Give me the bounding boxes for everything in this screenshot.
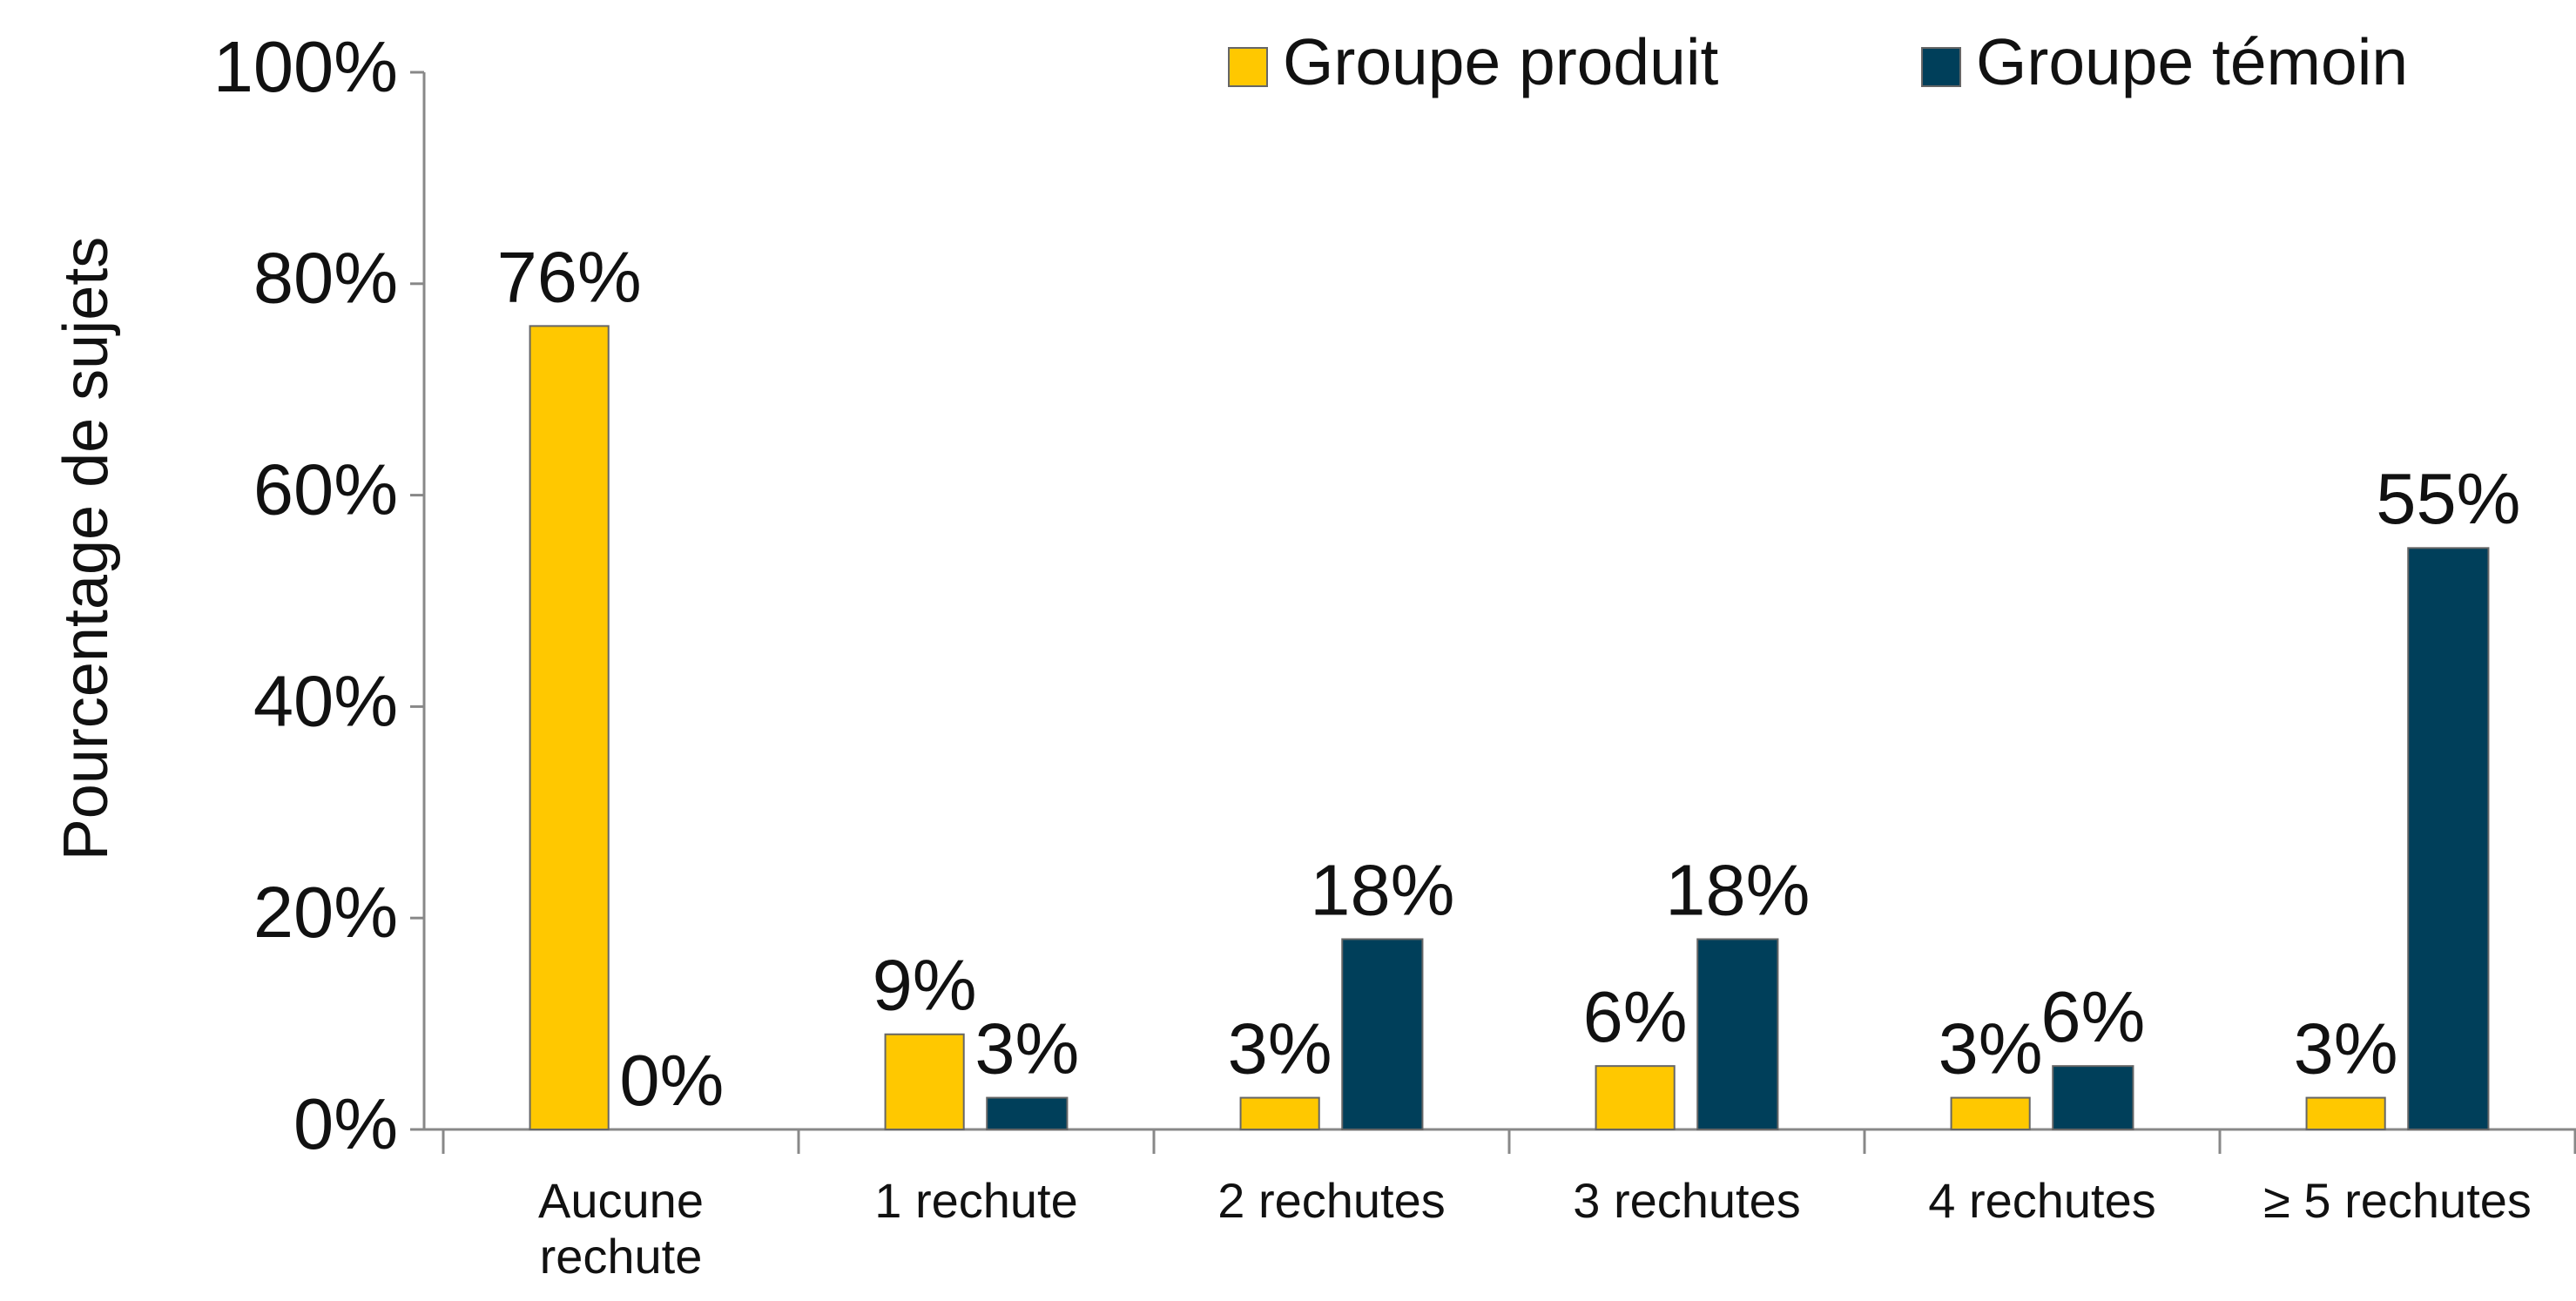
legend-swatch <box>1921 47 1961 87</box>
y-axis-label: Pourcentage de sujets <box>51 237 121 860</box>
y-tick-label: 40% <box>253 660 398 741</box>
bar <box>2407 547 2490 1130</box>
bar <box>1950 1096 2031 1130</box>
y-tick-label: 80% <box>253 238 398 319</box>
bar <box>1341 938 1424 1130</box>
legend-label: Groupe produit <box>1283 25 1718 98</box>
x-tick-label: 1 rechute <box>874 1173 1078 1228</box>
bar <box>2052 1065 2134 1131</box>
data-label: 3% <box>1939 1008 2043 1089</box>
data-label: 18% <box>1310 849 1454 930</box>
bar <box>1696 938 1779 1130</box>
data-label: 3% <box>1228 1008 1332 1089</box>
data-label: 18% <box>1665 849 1810 930</box>
bar <box>529 325 610 1130</box>
y-tick-label: 100% <box>213 26 398 107</box>
x-tick-label: 2 rechutes <box>1217 1173 1446 1228</box>
x-tick-label: Aucune rechute <box>538 1173 704 1284</box>
bar <box>884 1033 965 1130</box>
data-label: 55% <box>2376 458 2520 539</box>
data-label: 0% <box>619 1040 724 1121</box>
y-tick-label: 0% <box>293 1083 398 1164</box>
data-label: 9% <box>873 945 977 1026</box>
bar <box>986 1096 1069 1130</box>
legend-label: Groupe témoin <box>1976 25 2408 98</box>
x-tick-label: 3 rechutes <box>1573 1173 1801 1228</box>
data-label: 6% <box>2040 976 2145 1057</box>
x-tick-label: 4 rechutes <box>1928 1173 2156 1228</box>
y-tick-label: 60% <box>253 449 398 530</box>
bar <box>1595 1065 1676 1131</box>
data-label: 3% <box>2294 1008 2398 1089</box>
bar <box>1239 1096 1320 1130</box>
x-tick-label: ≥ 5 rechutes <box>2263 1173 2532 1228</box>
bar <box>2305 1096 2386 1130</box>
data-label: 6% <box>1583 976 1688 1057</box>
data-label: 3% <box>974 1008 1079 1089</box>
legend-swatch <box>1228 47 1268 87</box>
data-label: 76% <box>497 236 642 317</box>
y-tick-label: 20% <box>253 872 398 953</box>
